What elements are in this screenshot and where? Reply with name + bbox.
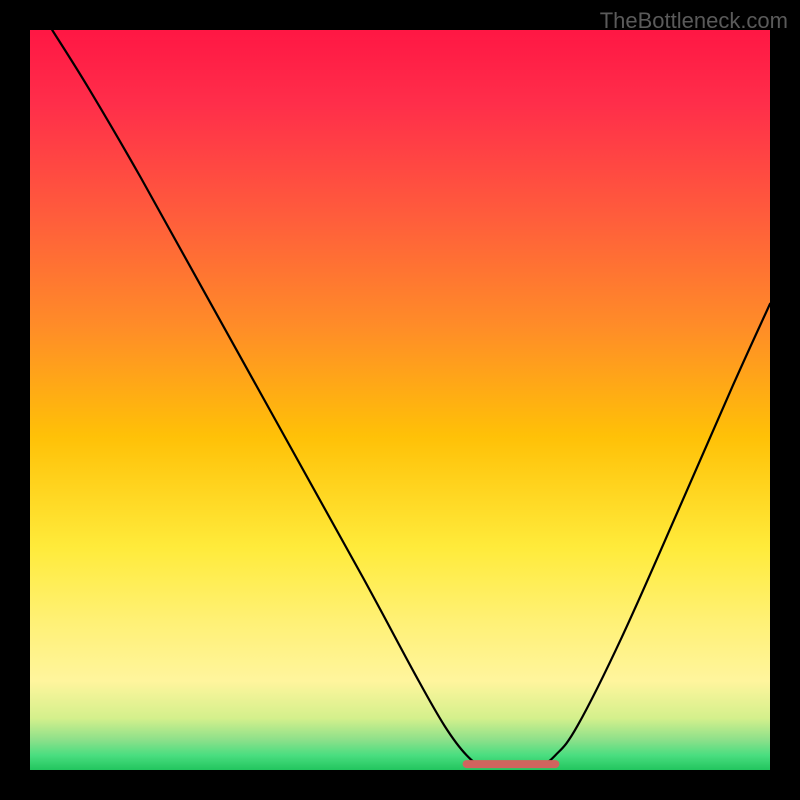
watermark-text: TheBottleneck.com <box>600 8 788 34</box>
bottleneck-curve-chart <box>30 30 770 770</box>
chart-background <box>30 30 770 770</box>
chart-area <box>30 30 770 770</box>
